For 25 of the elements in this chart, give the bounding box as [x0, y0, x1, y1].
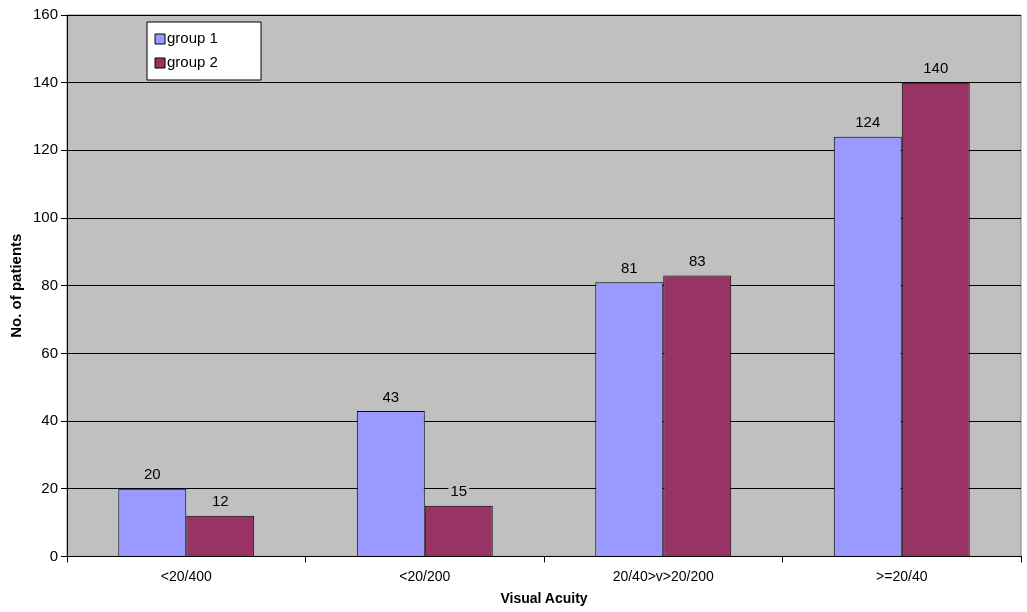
y-tick-label: 20 — [41, 478, 59, 496]
data-label: 81 — [620, 258, 638, 276]
data-label: 20 — [143, 465, 161, 483]
x-axis-title: Visual Acuity — [500, 590, 588, 607]
y-tick-label: 0 — [49, 546, 59, 564]
y-tick-label: 140 — [33, 72, 59, 90]
x-tick-label: >=20/40 — [876, 567, 928, 584]
data-label: 43 — [382, 387, 400, 405]
y-tick-label: 40 — [41, 411, 59, 429]
legend-label: group 2 — [167, 53, 218, 71]
data-label: 12 — [211, 492, 229, 510]
x-tick-label: <20/200 — [399, 567, 451, 584]
x-tick-label: <20/400 — [160, 567, 212, 584]
y-tick-label: 100 — [33, 208, 59, 226]
data-label: 124 — [855, 113, 881, 131]
x-tick-label: 20/40>v>20/200 — [612, 567, 715, 584]
y-tick-label: 160 — [33, 5, 59, 23]
y-axis-title: No. of patients — [7, 233, 25, 338]
y-tick-label: 120 — [33, 140, 59, 158]
legend-label: group 1 — [167, 29, 218, 47]
data-label: 83 — [688, 252, 706, 270]
y-tick-label: 80 — [41, 275, 59, 293]
data-label: 140 — [923, 59, 949, 77]
y-tick-label: 60 — [41, 343, 59, 361]
data-label: 15 — [450, 482, 468, 500]
